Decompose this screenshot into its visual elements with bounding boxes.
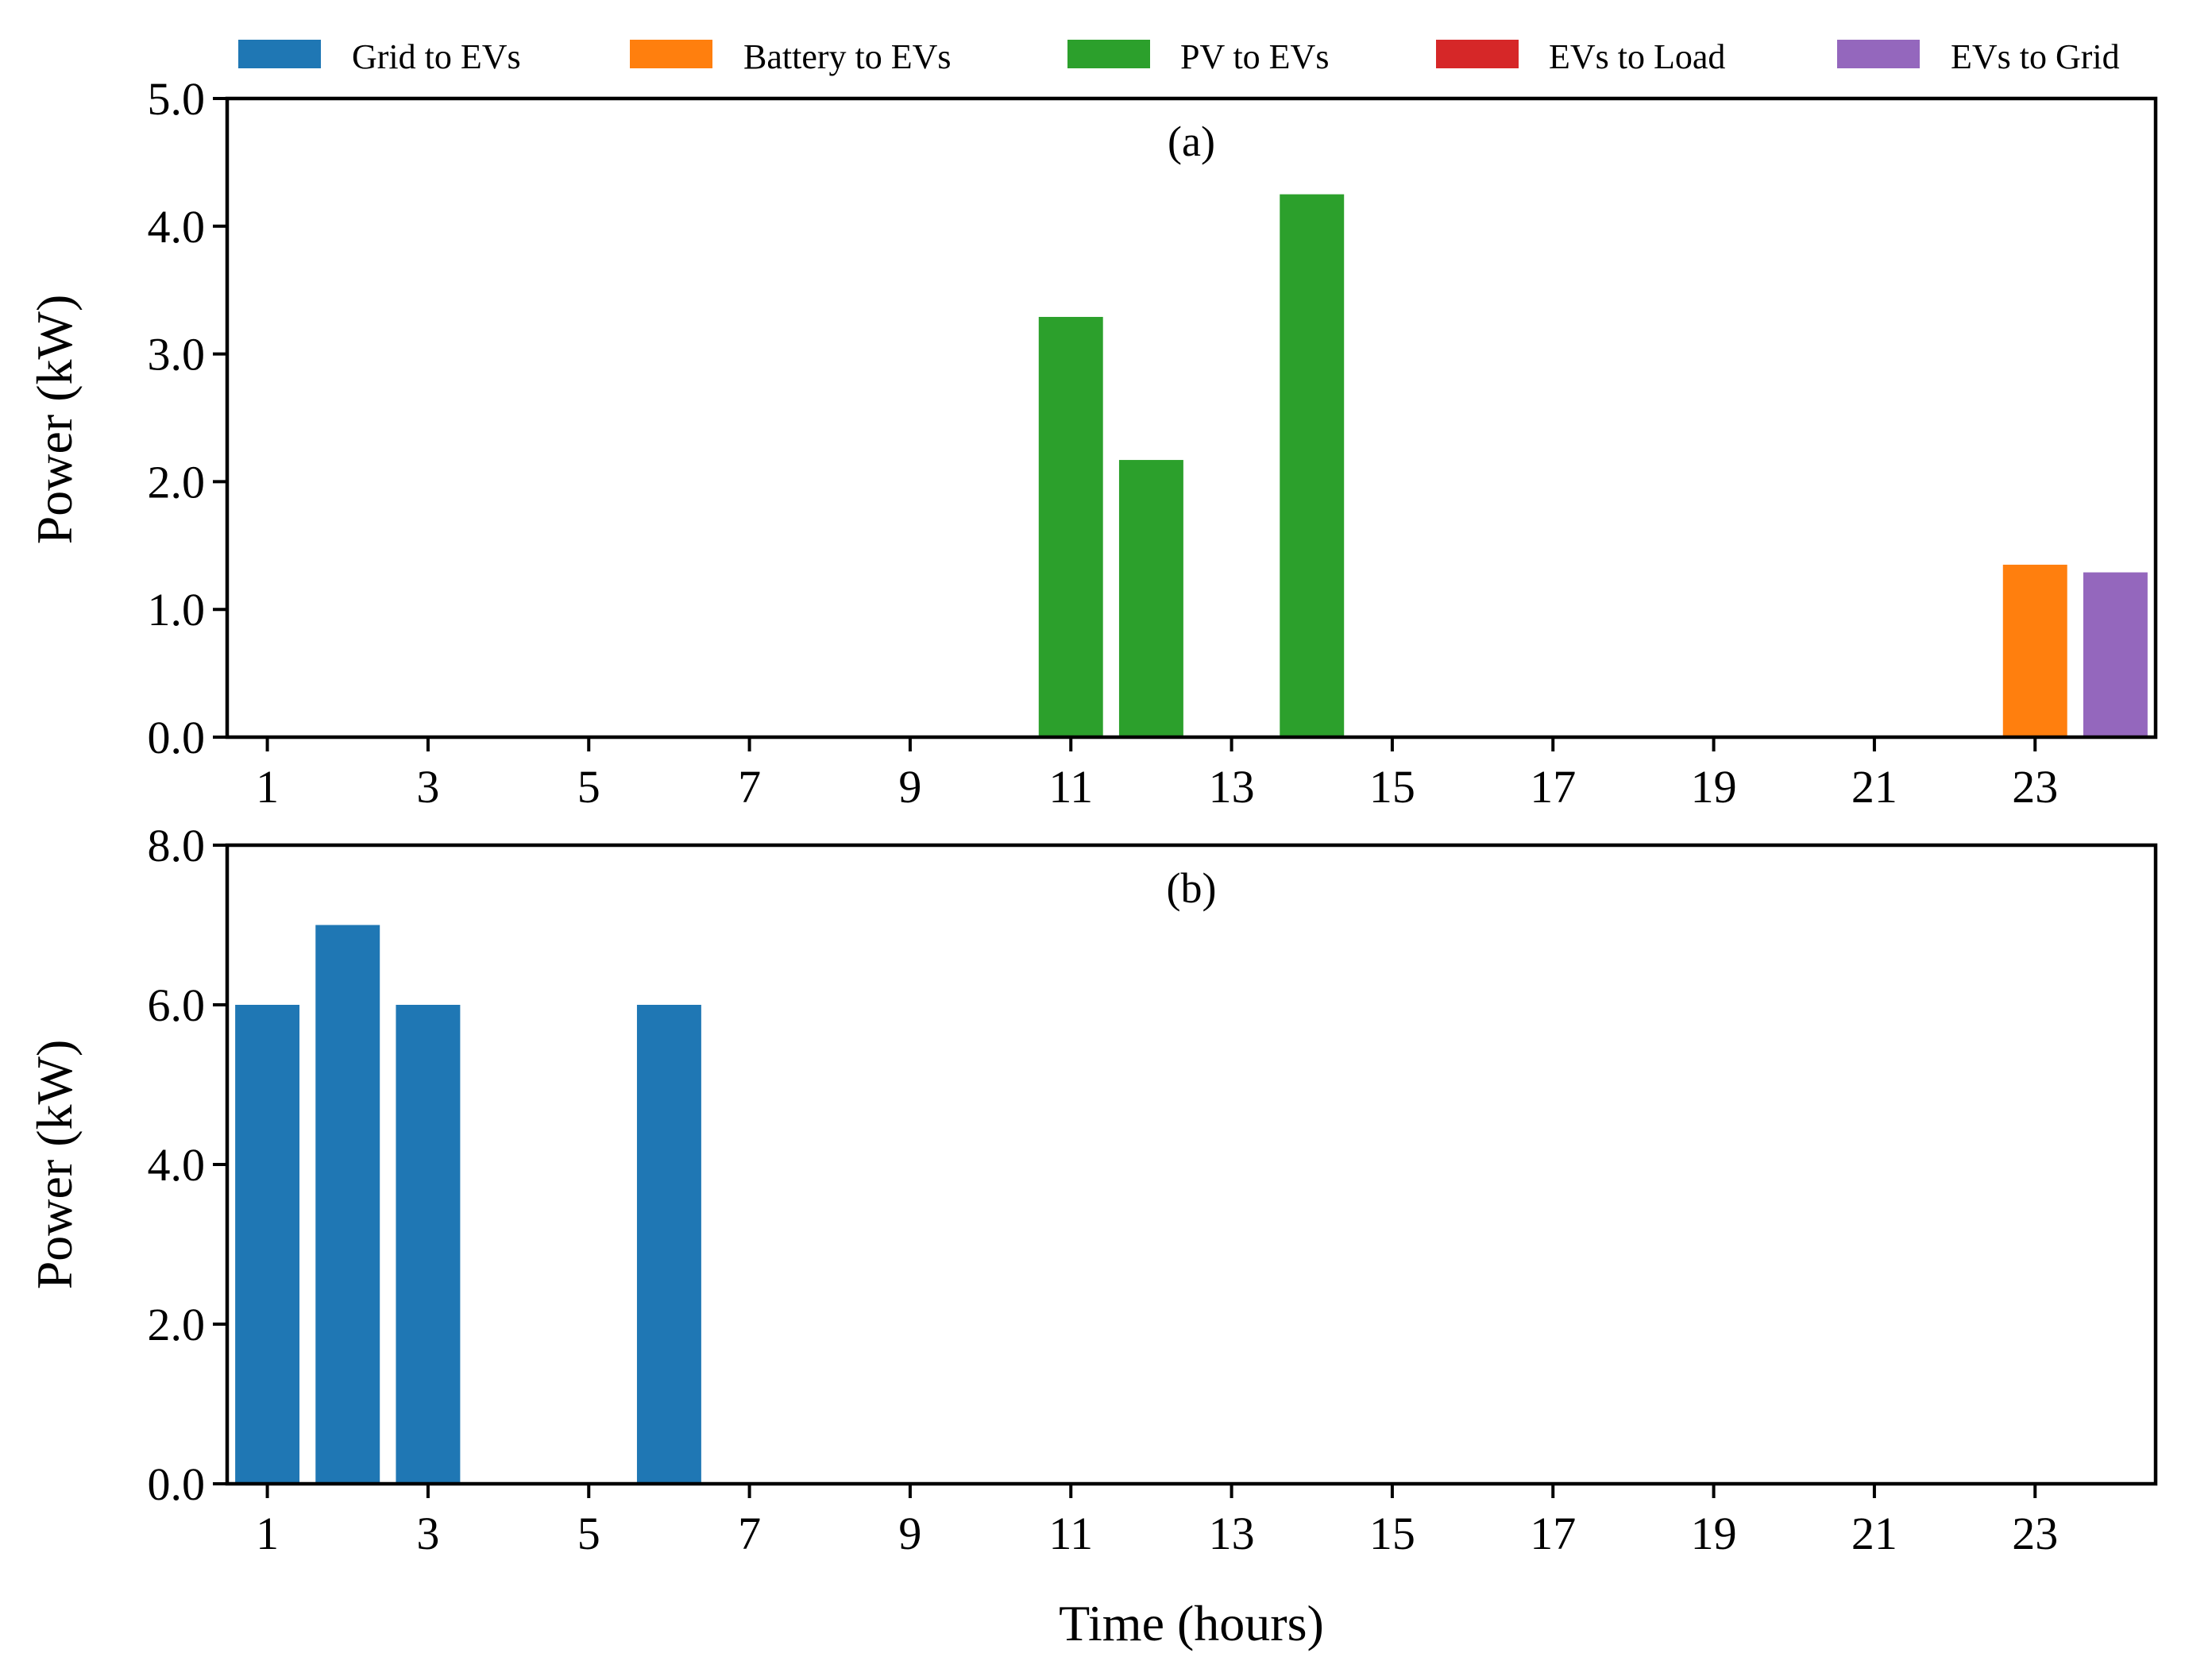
legend-label-grid-to-evs: Grid to EVs: [352, 37, 521, 76]
y-tick-label-a: 0.0: [148, 712, 206, 763]
y-tick-label-b: 4.0: [148, 1139, 206, 1191]
y-tick-label-a: 4.0: [148, 201, 206, 253]
legend-label-evs-to-grid: EVs to Grid: [1951, 37, 2120, 76]
bar-a-pv-to-evs-hour-11: [1038, 316, 1103, 738]
x-tick-label-b: 23: [2012, 1508, 2058, 1559]
x-tick-label-a: 9: [898, 761, 921, 813]
y-tick-label-b: 8.0: [148, 820, 206, 871]
bar-a-pv-to-evs-hour-14: [1280, 194, 1345, 738]
x-tick-label-b: 9: [898, 1508, 921, 1559]
x-tick-label-a: 7: [738, 761, 761, 813]
x-tick-label-b: 11: [1048, 1508, 1093, 1559]
x-tick-label-a: 15: [1369, 761, 1415, 813]
y-tick-label-a: 5.0: [148, 73, 206, 125]
panel-b: 0.02.04.06.08.01 3 5 7 9 11 13 15 17 19 21 23: [148, 820, 2158, 1559]
x-tick-label-a: 1: [256, 761, 279, 813]
x-tick-label-b: 15: [1369, 1508, 1415, 1559]
bar-b-grid-to-evs-hour-3: [396, 1005, 461, 1484]
panel-b-y-axis-title: Power (kW): [26, 1040, 83, 1290]
x-tick-label-a: 5: [577, 761, 600, 813]
legend: Grid to EVs Battery to EVs PV to EVs EVs…: [238, 37, 2120, 76]
panel-b-x-axis-title: Time (hours): [1059, 1595, 1324, 1651]
plot-frame-a: [225, 96, 2158, 740]
x-tick-label-b: 17: [1530, 1508, 1576, 1559]
y-tick-label-b: 0.0: [148, 1458, 206, 1510]
legend-swatch-evs-to-grid: [1837, 40, 1920, 68]
legend-label-evs-to-load: EVs to Load: [1549, 37, 1725, 76]
bar-a-battery-to-evs-hour-23: [2002, 564, 2067, 737]
panel-a-y-axis-title: Power (kW): [26, 295, 83, 545]
bar-b-grid-to-evs-hour-2: [315, 925, 380, 1484]
panel-a: 0.01.02.03.04.05.01 3 5 7 9 11 13 15 17 19 21 23: [148, 73, 2158, 813]
x-tick-label-a: 19: [1691, 761, 1737, 813]
x-tick-label-a: 21: [1851, 761, 1897, 813]
y-tick-label-a: 2.0: [148, 456, 206, 508]
y-tick-label-a: 3.0: [148, 329, 206, 380]
legend-swatch-pv-to-evs: [1067, 40, 1150, 68]
x-tick-label-b: 1: [256, 1508, 279, 1559]
x-tick-label-b: 5: [577, 1508, 600, 1559]
x-tick-label-a: 17: [1530, 761, 1576, 813]
x-tick-label-b: 7: [738, 1508, 761, 1559]
x-tick-label-b: 21: [1851, 1508, 1897, 1559]
bar-a-evs-to-grid-hour-24: [2083, 572, 2148, 737]
x-tick-label-b: 19: [1691, 1508, 1737, 1559]
x-tick-label-a: 13: [1209, 761, 1255, 813]
y-tick-label-b: 6.0: [148, 979, 206, 1031]
bar-b-grid-to-evs-hour-6: [636, 1005, 701, 1484]
y-tick-label-a: 1.0: [148, 584, 206, 635]
legend-swatch-battery-to-evs: [630, 40, 712, 68]
legend-label-pv-to-evs: PV to EVs: [1180, 37, 1329, 76]
x-tick-label-a: 3: [416, 761, 439, 813]
x-tick-label-a: 23: [2012, 761, 2058, 813]
x-tick-label-b: 3: [416, 1508, 439, 1559]
legend-label-battery-to-evs: Battery to EVs: [743, 37, 952, 76]
legend-swatch-grid-to-evs: [238, 40, 321, 68]
bar-a-pv-to-evs-hour-12: [1118, 460, 1183, 737]
x-tick-label-a: 11: [1048, 761, 1093, 813]
panel-b-tag: (b): [1167, 864, 1217, 912]
x-tick-label-b: 13: [1209, 1508, 1255, 1559]
panel-a-tag: (a): [1168, 118, 1215, 165]
y-tick-label-b: 2.0: [148, 1299, 206, 1350]
bar-b-grid-to-evs-hour-1: [235, 1005, 300, 1484]
legend-swatch-evs-to-load: [1436, 40, 1519, 68]
